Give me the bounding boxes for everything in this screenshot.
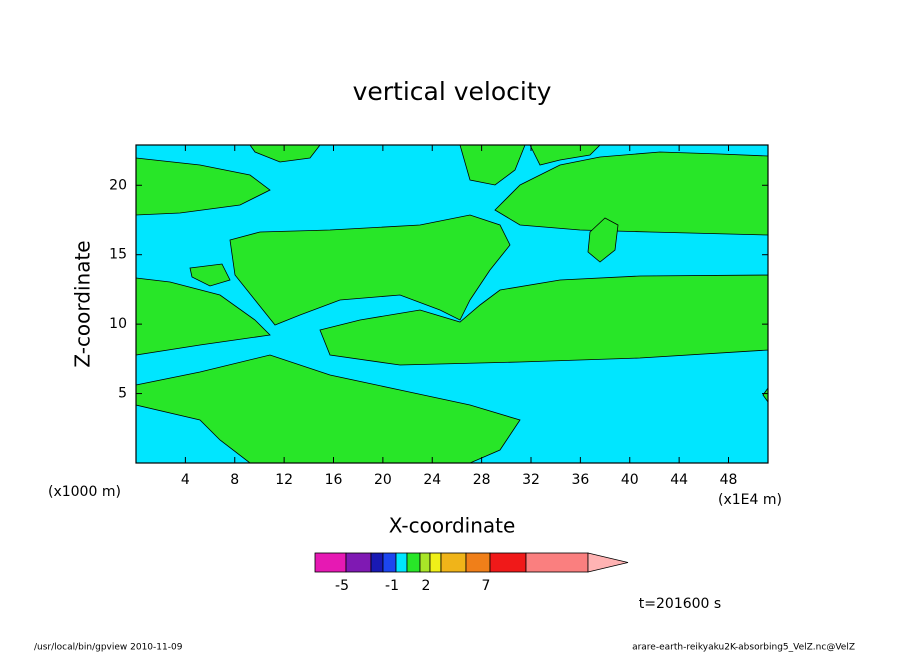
x-axis-label: X-coordinate: [389, 514, 516, 538]
colorbar-segment: [440, 552, 467, 573]
x-tick-label: 36: [571, 472, 589, 488]
colorbar-tick-label: -1: [385, 578, 399, 594]
colorbar-tick-label: -5: [335, 578, 349, 594]
colorbar-segment: [314, 552, 347, 573]
y-tick-label: 5: [118, 386, 127, 402]
y-tick-label: 15: [109, 247, 127, 263]
plot-frame: [135, 144, 769, 464]
x-tick-label: 44: [670, 472, 688, 488]
colorbar-segment: [382, 552, 397, 573]
colorbar-segment: [419, 552, 431, 573]
x-tick-label: 4: [181, 472, 190, 488]
colorbar-segment: [489, 552, 527, 573]
contour-region: [319, 274, 769, 366]
time-label: t=201600 s: [639, 596, 721, 612]
contour-region: [587, 217, 619, 263]
colorbar-segment: [429, 552, 442, 573]
colorbar-tick-label: 7: [482, 578, 491, 594]
x-tick-label: 24: [423, 472, 441, 488]
x-tick-label: 8: [230, 472, 239, 488]
y-tick-label: 10: [109, 316, 127, 332]
footer-right: arare-earth-reikyaku2K-absorbing5_VelZ.n…: [632, 643, 855, 653]
footer-left: /usr/local/bin/gpview 2010-11-09: [34, 643, 183, 653]
colorbar-extension: [587, 552, 629, 573]
colorbar-segment: [370, 552, 384, 573]
x-tick-label: 16: [325, 472, 343, 488]
contour-region: [189, 263, 231, 287]
colorbar-segment: [406, 552, 421, 573]
x-unit-label: (x1E4 m): [718, 492, 782, 508]
contour-field: [135, 144, 769, 464]
x-unit-label: (x1000 m): [48, 484, 121, 500]
x-tick-label: 40: [621, 472, 639, 488]
colorbar-segment: [345, 552, 372, 573]
chart-title: vertical velocity: [353, 77, 552, 106]
contour-region: [135, 354, 521, 464]
colorbar-segment: [395, 552, 408, 573]
y-tick-label: 20: [109, 177, 127, 193]
colorbar-tick-label: 2: [422, 578, 431, 594]
contour-region: [135, 157, 271, 216]
colorbar-segment: [525, 552, 589, 573]
contour-region: [229, 214, 511, 326]
contour-region: [135, 277, 271, 356]
colorbar-segment: [465, 552, 491, 573]
x-tick-label: 20: [374, 472, 392, 488]
x-tick-label: 12: [275, 472, 293, 488]
y-axis-label: Z-coordinate: [71, 240, 95, 367]
contour-region: [494, 151, 769, 236]
x-tick-label: 32: [522, 472, 540, 488]
x-tick-label: 48: [720, 472, 738, 488]
x-tick-label: 28: [473, 472, 491, 488]
